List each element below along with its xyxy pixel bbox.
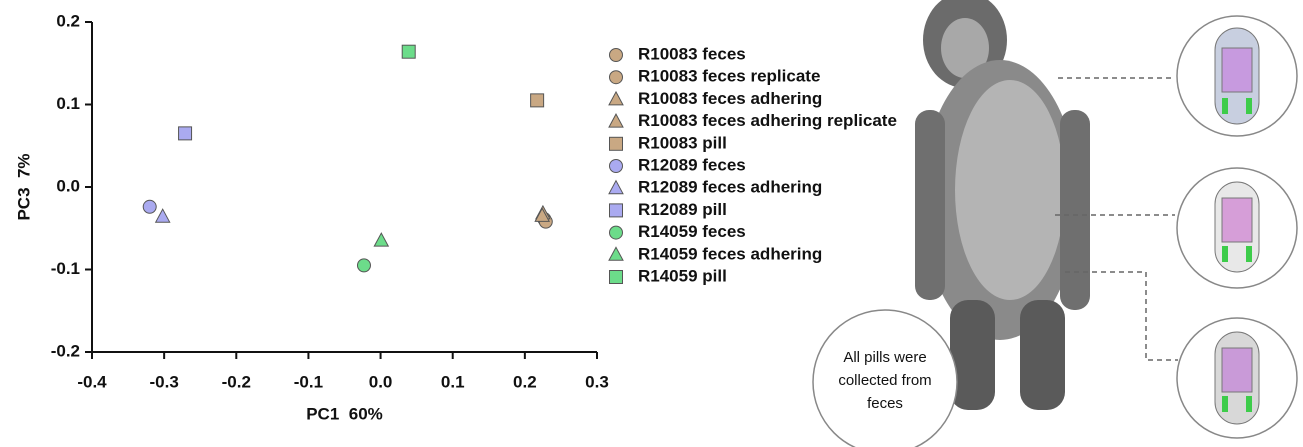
legend-marker [610, 71, 623, 84]
legend-marker [610, 49, 623, 62]
y-tick-label: 0.0 [56, 176, 80, 195]
point [357, 259, 370, 272]
monkey-arm [1060, 110, 1090, 310]
point [156, 209, 170, 222]
y-tick-label: -0.1 [51, 259, 80, 278]
pill-tip [1246, 246, 1252, 262]
x-tick-label: -0.2 [222, 372, 251, 391]
legend-label: R10083 feces adhering replicate [638, 111, 897, 130]
monkey-organs [955, 80, 1065, 300]
figure: 0.2 0.1 0.0 -0.1 -0.2 -0.4 -0.3 -0.2 -0.1 0.0 0.1 0… [0, 0, 1303, 447]
pill-tip [1246, 98, 1252, 114]
legend-label: R10083 feces adhering [638, 89, 822, 108]
pill-tip [1222, 246, 1228, 262]
page: 0.2 0.1 0.0 -0.1 -0.2 -0.4 -0.3 -0.2 -0.1 0.0 0.1 0… [0, 0, 1303, 447]
pill-tip [1246, 396, 1252, 412]
monkey-arm [915, 110, 945, 300]
legend-marker [609, 247, 623, 260]
note-text: All pills were [843, 349, 926, 366]
pill-core [1222, 348, 1252, 392]
y-tick-label: -0.2 [51, 341, 80, 360]
legend-label: R10083 pill [638, 133, 727, 152]
note-text: feces [867, 395, 903, 412]
pill-tip [1222, 396, 1228, 412]
point [374, 233, 388, 246]
pill-tip [1222, 98, 1228, 114]
x-tick-label: 0.2 [513, 372, 537, 391]
x-axis-title: PC1 60% [306, 404, 383, 423]
legend-label: R10083 feces [638, 44, 746, 63]
legend-marker [610, 271, 623, 284]
point [531, 94, 544, 107]
x-tick-label: -0.3 [149, 372, 178, 391]
x-tick-label: 0.1 [441, 372, 465, 391]
x-tick-label: 0.0 [369, 372, 393, 391]
legend-label: R14059 feces [638, 222, 746, 241]
x-tick-label: -0.4 [77, 372, 107, 391]
legend-label: R12089 feces [638, 155, 746, 174]
monkey-leg [1020, 300, 1065, 410]
point [179, 127, 192, 140]
legend-label: R14059 pill [638, 266, 727, 285]
legend-marker [610, 137, 623, 150]
legend-label: R10083 feces replicate [638, 67, 820, 86]
point [402, 45, 415, 58]
legend-marker [609, 181, 623, 194]
legend-marker [609, 114, 623, 127]
legend-label: R14059 feces adhering [638, 244, 822, 263]
legend-label: R12089 pill [638, 200, 727, 219]
note-text: collected from [838, 372, 931, 389]
legend-marker [609, 92, 623, 105]
y-tick-label: 0.2 [56, 11, 80, 30]
pill-core [1222, 198, 1252, 242]
y-axis-title: PC3 7% [14, 153, 33, 220]
x-tick-label: 0.3 [585, 372, 609, 391]
legend-marker [610, 204, 623, 217]
x-tick-label: -0.1 [294, 372, 323, 391]
legend-marker [610, 160, 623, 173]
y-tick-label: 0.1 [56, 94, 80, 113]
legend-label: R12089 feces adhering [638, 178, 822, 197]
point [143, 200, 156, 213]
pill-core [1222, 48, 1252, 92]
legend-marker [610, 226, 623, 239]
